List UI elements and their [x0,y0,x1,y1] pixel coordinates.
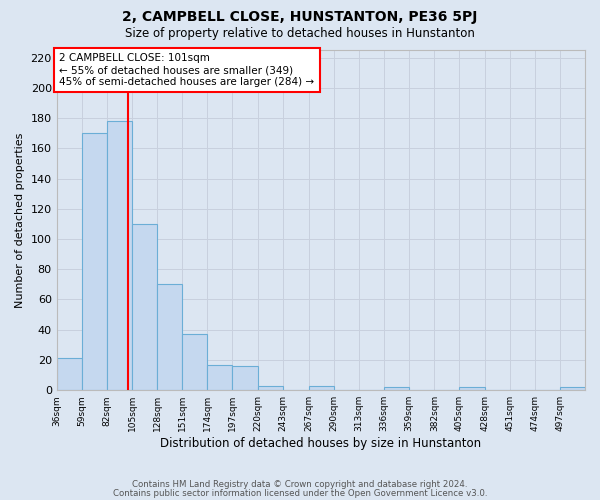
Bar [182,334,208,390]
Bar [208,364,232,390]
Bar [257,386,283,390]
Bar [56,358,82,390]
Text: 2, CAMPBELL CLOSE, HUNSTANTON, PE36 5PJ: 2, CAMPBELL CLOSE, HUNSTANTON, PE36 5PJ [122,10,478,24]
Bar [232,366,257,390]
Text: Size of property relative to detached houses in Hunstanton: Size of property relative to detached ho… [125,28,475,40]
Bar [132,224,157,390]
X-axis label: Distribution of detached houses by size in Hunstanton: Distribution of detached houses by size … [160,437,481,450]
Bar [560,387,585,390]
Bar [309,386,334,390]
Bar [82,133,107,390]
Text: 2 CAMPBELL CLOSE: 101sqm
← 55% of detached houses are smaller (349)
45% of semi-: 2 CAMPBELL CLOSE: 101sqm ← 55% of detach… [59,54,314,86]
Bar [107,121,132,390]
Text: Contains public sector information licensed under the Open Government Licence v3: Contains public sector information licen… [113,490,487,498]
Bar [157,284,182,390]
Text: Contains HM Land Registry data © Crown copyright and database right 2024.: Contains HM Land Registry data © Crown c… [132,480,468,489]
Bar [384,387,409,390]
Bar [460,387,485,390]
Y-axis label: Number of detached properties: Number of detached properties [15,132,25,308]
